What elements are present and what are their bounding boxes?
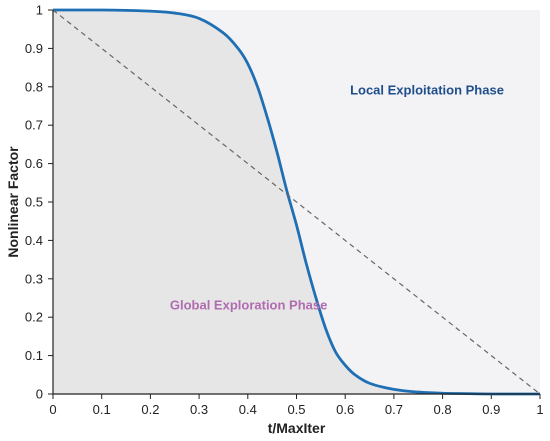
x-tick-label: 0.2 <box>141 402 159 417</box>
y-tick-label: 1 <box>36 3 43 18</box>
x-tick-label: 0.1 <box>93 402 111 417</box>
y-tick-label: 0.4 <box>25 233 43 248</box>
series-group <box>52 8 541 396</box>
y-tick-label: 0.5 <box>25 195 43 210</box>
y-tick-label: 0.8 <box>25 79 43 94</box>
x-tick-label: 0.3 <box>190 402 208 417</box>
x-tick-label: 0 <box>49 402 56 417</box>
x-tick-label: 0.5 <box>287 402 305 417</box>
y-axis-title: Nonlinear Factor <box>5 146 21 258</box>
y-axis-ticks: 0 0.1 0.2 0.3 0.4 0.5 0.6 0.7 0.8 0.9 1 <box>25 3 53 402</box>
x-axis-ticks: 0 0.1 0.2 0.3 0.4 0.5 0.6 0.7 0.8 0.9 1 <box>49 394 544 417</box>
x-tick-label: 0.4 <box>239 402 257 417</box>
x-tick-label: 0.7 <box>385 402 403 417</box>
y-tick-label: 0.9 <box>25 41 43 56</box>
y-tick-label: 0.1 <box>25 348 43 363</box>
y-tick-label: 0.3 <box>25 271 43 286</box>
x-tick-label: 0.9 <box>482 402 500 417</box>
linear-reference-line <box>52 9 541 395</box>
y-tick-label: 0 <box>36 387 43 402</box>
x-tick-label: 0.6 <box>336 402 354 417</box>
x-axis-title: t/MaxIter <box>268 420 326 436</box>
y-tick-label: 0.2 <box>25 310 43 325</box>
x-tick-label: 0.8 <box>434 402 452 417</box>
annotations: Local Exploitation Phase Global Explorati… <box>170 82 504 312</box>
nonlinear-factor-curve <box>52 8 540 396</box>
y-tick-label: 0.6 <box>25 156 43 171</box>
x-tick-label: 1 <box>536 402 543 417</box>
annotation-label: Global Exploration Phase <box>170 298 327 313</box>
y-tick-label: 0.7 <box>25 118 43 133</box>
annotation-label: Local Exploitation Phase <box>350 82 504 97</box>
